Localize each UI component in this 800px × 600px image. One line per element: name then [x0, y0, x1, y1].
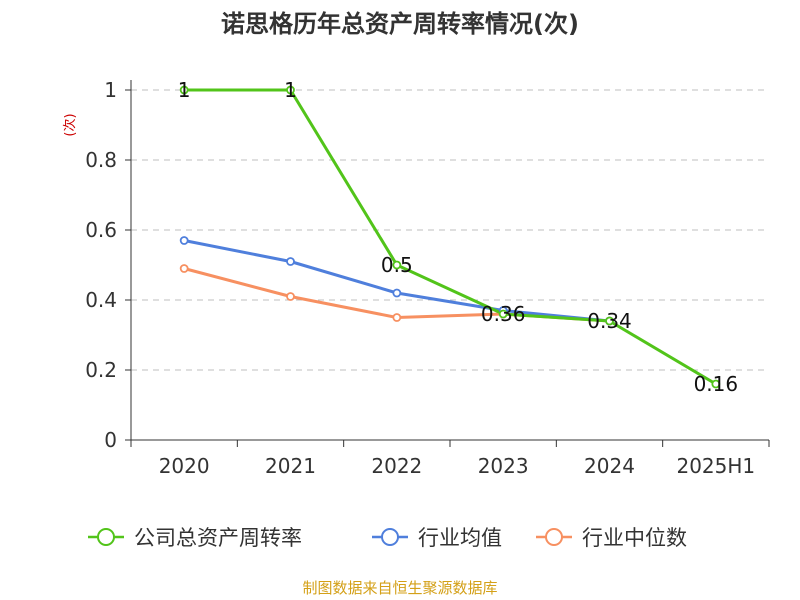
data-point[interactable]	[711, 379, 721, 389]
data-point[interactable]	[605, 316, 614, 326]
legend-marker	[545, 528, 563, 546]
data-label: 0.5	[381, 253, 413, 277]
data-point[interactable]	[179, 264, 189, 273]
legend-marker	[97, 528, 115, 546]
data-point[interactable]	[392, 313, 402, 322]
legend-label: 公司总资产周转率	[134, 526, 302, 550]
series-lines	[183, 88, 717, 386]
y-tick-label: 0.4	[85, 288, 117, 312]
data-point[interactable]	[286, 292, 295, 301]
data-label: 1	[284, 78, 297, 102]
x-tick-label: 2024	[584, 454, 635, 478]
data-point[interactable]	[286, 257, 295, 266]
legend-label: 行业中位数	[582, 526, 687, 550]
legend[interactable]: 公司总资产周转率 行业均值 行业中位数	[88, 526, 687, 550]
data-label: 0.36	[481, 302, 526, 326]
y-tick-label: 0	[104, 428, 117, 452]
data-label: 0.34	[587, 309, 632, 333]
legend-marker	[381, 528, 399, 546]
data-labels: 1 1 0.5 0.36 0.34 0.16	[178, 78, 738, 396]
grid-lines	[131, 89, 769, 371]
y-tick-label: 0.6	[85, 218, 117, 242]
legend-item[interactable]: 行业均值	[372, 526, 502, 550]
legend-label: 行业均值	[418, 526, 502, 550]
x-tick-label: 2021	[265, 454, 316, 478]
data-point[interactable]	[179, 85, 189, 95]
y-tick-label: 0.8	[85, 148, 117, 172]
y-tick-label: 0.2	[85, 358, 117, 382]
data-point[interactable]	[498, 309, 508, 319]
data-point[interactable]	[179, 236, 189, 245]
x-tick-label: 2022	[371, 454, 422, 478]
series-line	[184, 88, 717, 386]
data-point[interactable]	[392, 260, 402, 270]
data-label: 1	[178, 78, 191, 102]
data-point[interactable]	[392, 288, 402, 298]
legend-item[interactable]: 公司总资产周转率	[88, 526, 302, 550]
y-tick-label: 1	[104, 78, 117, 102]
x-tick-label: 2020	[159, 454, 210, 478]
legend-item[interactable]: 行业中位数	[536, 526, 687, 550]
source-note: 制图数据来自恒生聚源数据库	[302, 579, 497, 597]
x-tick-label: 2023	[478, 454, 529, 478]
chart-title: 诺思格历年总资产周转率情况(次)	[221, 10, 579, 38]
series-points	[179, 85, 721, 389]
data-point[interactable]	[286, 85, 295, 95]
axes	[125, 80, 770, 447]
y-axis-label: (次)	[62, 113, 78, 136]
tick-labels: 0 0.2 0.4 0.6 0.8 1 2020 2021 2022 2023 2024 2025H1	[85, 78, 755, 478]
data-label: 0.16	[694, 372, 739, 396]
x-tick-label: 2025H1	[676, 454, 755, 478]
